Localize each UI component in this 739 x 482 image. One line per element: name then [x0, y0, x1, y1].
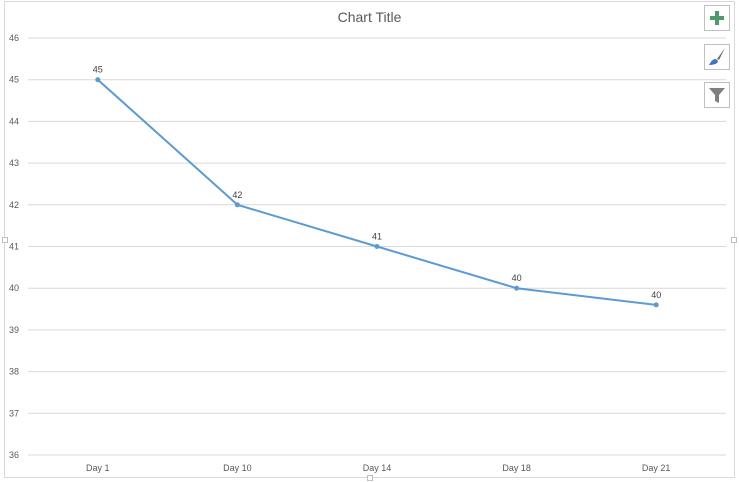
x-tick-label: Day 21 — [642, 463, 671, 473]
x-tick-label: Day 14 — [363, 463, 392, 473]
resize-handle-left[interactable] — [2, 237, 8, 243]
data-label: 40 — [512, 273, 522, 283]
chart-area[interactable] — [4, 1, 735, 478]
data-point — [374, 244, 380, 249]
chart-filters-button[interactable] — [704, 82, 730, 108]
series-line — [97, 78, 657, 306]
resize-handle-right[interactable] — [731, 237, 737, 243]
y-tick-label: 42 — [9, 200, 19, 210]
data-point — [95, 77, 101, 83]
chart-title[interactable]: Chart Title — [337, 9, 402, 25]
add-chart-element-button[interactable] — [704, 5, 730, 31]
y-tick-label: 39 — [9, 325, 19, 335]
y-tick-label: 43 — [9, 158, 19, 168]
data-point — [653, 302, 659, 308]
filter-icon — [709, 88, 725, 103]
data-point — [514, 285, 520, 291]
plus-icon — [710, 11, 724, 25]
y-tick-label: 38 — [9, 367, 19, 377]
paintbrush-icon — [709, 48, 725, 65]
data-label: 40 — [651, 290, 661, 300]
y-tick-label: 36 — [9, 450, 19, 460]
data-point — [234, 202, 240, 208]
data-label: 41 — [372, 232, 382, 242]
chart-styles-button[interactable] — [704, 44, 730, 70]
y-tick-label: 40 — [9, 283, 19, 293]
y-tick-label: 41 — [9, 242, 19, 252]
resize-handle-bottom[interactable] — [367, 475, 373, 481]
y-tick-label: 45 — [9, 75, 19, 85]
data-label: 45 — [93, 65, 103, 75]
y-tick-label: 46 — [9, 33, 19, 43]
x-tick-label: Day 1 — [86, 463, 110, 473]
data-label: 42 — [232, 190, 242, 200]
y-tick-label: 44 — [9, 116, 19, 126]
y-tick-label: 37 — [9, 408, 19, 418]
x-tick-label: Day 18 — [502, 463, 531, 473]
x-tick-label: Day 10 — [223, 463, 252, 473]
